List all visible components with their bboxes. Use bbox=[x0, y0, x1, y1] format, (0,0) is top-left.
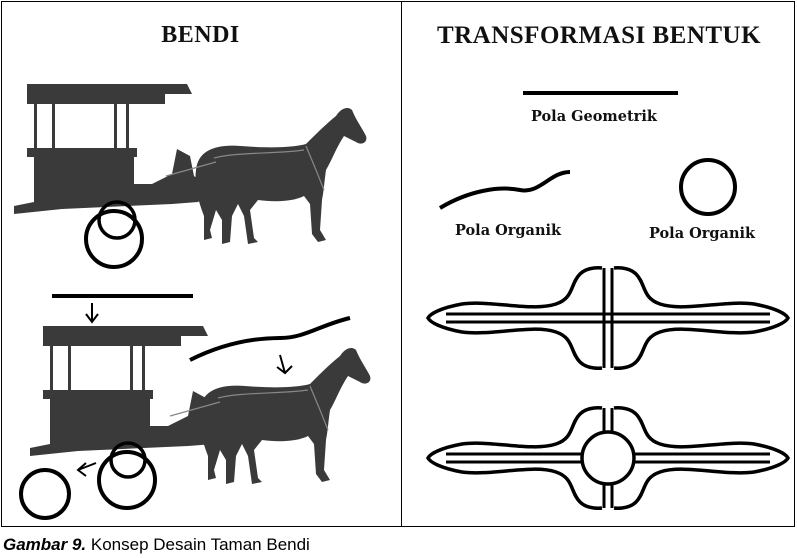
left-panel-title: BENDI bbox=[161, 22, 240, 48]
bendi-horse-top bbox=[165, 107, 367, 245]
carriage-wheel-large-bottom bbox=[97, 450, 157, 510]
organic-wave-marker bbox=[189, 316, 351, 362]
carriage-wheel-small-top bbox=[97, 200, 137, 240]
bendi-horse-bottom bbox=[169, 347, 371, 485]
ornament-transformation-1 bbox=[426, 266, 790, 370]
arrow-down-icon bbox=[276, 354, 293, 375]
figure-caption: Gambar 9. Konsep Desain Taman Bendi bbox=[3, 535, 310, 555]
arrow-left-icon bbox=[76, 462, 97, 477]
diagram-illustration bbox=[14, 84, 790, 520]
label-pola-organik-wave: Pola Organik bbox=[455, 222, 562, 239]
arrow-down-icon bbox=[85, 303, 99, 324]
organic-circle-marker bbox=[19, 468, 71, 520]
caption-text: Konsep Desain Taman Bendi bbox=[90, 535, 310, 554]
bendi-carriage-bottom bbox=[30, 326, 223, 456]
caption-label: Gambar 9. bbox=[3, 535, 87, 554]
organic-pattern-circle bbox=[679, 158, 737, 216]
figure-frame bbox=[1, 1, 795, 527]
panel-divider bbox=[401, 1, 402, 527]
ornament-transformation-2 bbox=[426, 406, 790, 510]
right-panel-title: TRANSFORMASI BENTUK bbox=[436, 22, 762, 49]
carriage-wheel-large-top bbox=[84, 209, 144, 269]
bendi-carriage-top bbox=[14, 84, 207, 214]
label-pola-geometrik: Pola Geometrik bbox=[531, 108, 657, 125]
label-pola-organik-circle: Pola Organik bbox=[649, 225, 756, 242]
organic-pattern-wave bbox=[438, 170, 571, 210]
